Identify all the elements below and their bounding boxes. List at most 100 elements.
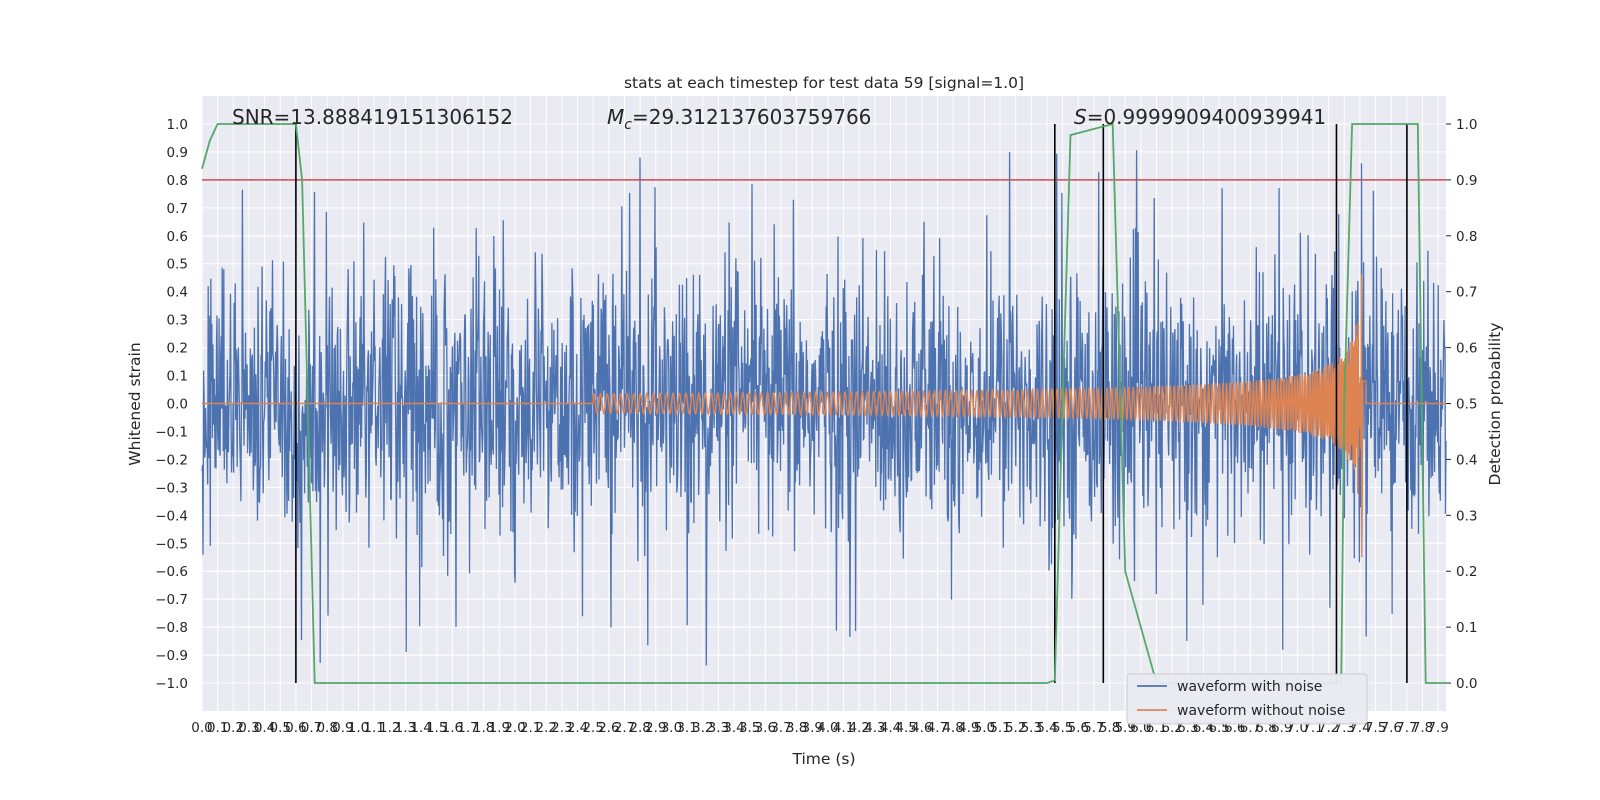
y-tick-label: −0.3 [155, 480, 188, 496]
y-tick-label: −0.5 [155, 536, 188, 552]
y-tick-labels: −1.0 −0.9 −0.8 −0.7 −0.6 −0.5 −0.4 −0.3 −0.2 −0.1… [155, 117, 188, 692]
x-tick-label: 0.5 [269, 720, 290, 736]
score-annotation: S=0.9999909400939941 [1074, 105, 1326, 129]
chart-title: stats at each timestep for test data 59 … [624, 74, 1024, 92]
y2-tick-label: 0.6 [1456, 341, 1477, 357]
y-tick-label: −0.4 [155, 508, 188, 524]
snr-annotation: SNR=13.888419151306152 [232, 105, 513, 129]
x-tick-label: 4.8 [942, 720, 963, 736]
x-tick-label: 0.9 [332, 720, 353, 736]
y-tick-label: −0.6 [155, 564, 188, 580]
x-tick-label: 7.9 [1427, 720, 1448, 736]
x-tick-label: 4.5 [895, 720, 916, 736]
y-tick-label: 0.7 [167, 201, 188, 217]
x-tick-label: 0.8 [316, 720, 337, 736]
y-tick-label: 0.4 [167, 285, 188, 301]
y-tick-label: 0.5 [167, 257, 188, 273]
legend-label-with-noise: waveform with noise [1177, 679, 1322, 695]
y-tick-label: 0.1 [167, 369, 188, 385]
y2-tick-label: 0.1 [1456, 620, 1477, 636]
x-tick-label: 1.0 [348, 720, 369, 736]
series-detection-probability [201, 122, 1446, 684]
y-tick-label: 1.0 [167, 117, 188, 133]
x-tick-label: 2.5 [582, 720, 603, 736]
x-tick-label: 2.1 [520, 720, 541, 736]
x-tick-label: 4.2 [848, 720, 869, 736]
x-tick-label: 1.6 [442, 720, 463, 736]
x-tick-label: 5.2 [1005, 720, 1026, 736]
x-tick-label: 5.0 [974, 720, 995, 736]
x-tick-label: 1.2 [379, 720, 400, 736]
y-axis-label: Whitened strain [126, 342, 144, 465]
x-tick-label: 2.6 [598, 720, 619, 736]
y-tick-label: 0.9 [167, 145, 188, 161]
y-tick-label: −1.0 [155, 676, 188, 692]
x-tick-label: 5.7 [1083, 720, 1104, 736]
x-tick-label: 0.2 [223, 720, 244, 736]
x-tick-label: 2.7 [614, 720, 635, 736]
x-tick-label: 3.8 [786, 720, 807, 736]
y-tick-label: −0.2 [155, 452, 188, 468]
x-tick-label: 3.4 [723, 720, 744, 736]
y2-tick-label: 0.0 [1456, 676, 1477, 692]
y2-tick-labels: 0.0 0.1 0.2 0.3 0.4 0.5 0.6 0.7 0.8 0.9 1.0 [1446, 117, 1477, 692]
x-tick-label: 2.8 [629, 720, 650, 736]
x-tick-label: 0.1 [207, 720, 228, 736]
y2-tick-label: 0.9 [1456, 173, 1477, 189]
x-tick-label: 1.1 [363, 720, 384, 736]
x-axis-label: Time (s) [791, 750, 855, 768]
x-tick-label: 1.7 [457, 720, 478, 736]
x-tick-label: 4.9 [958, 720, 979, 736]
y-tick-label: 0.6 [167, 229, 188, 245]
x-tick-label: 2.0 [504, 720, 525, 736]
x-tick-label: 2.3 [551, 720, 572, 736]
x-tick-label: 1.4 [410, 720, 431, 736]
x-tick-label: 5.6 [1068, 720, 1089, 736]
x-tick-label: 7.5 [1365, 720, 1386, 736]
x-tick-label: 3.9 [802, 720, 823, 736]
x-tick-label: 4.4 [880, 720, 901, 736]
chirp-trace [202, 273, 1446, 558]
y2-tick-label: 1.0 [1456, 117, 1477, 133]
event-lines [295, 123, 1408, 684]
chirp-mass-symbol: M [607, 105, 624, 129]
x-tick-label: 1.8 [473, 720, 494, 736]
x-tick-label: 3.1 [676, 720, 697, 736]
y-tick-label: −0.1 [155, 424, 188, 440]
legend-box [1126, 673, 1368, 725]
y2-tick-label: 0.7 [1456, 285, 1477, 301]
probability-trace [201, 122, 1446, 684]
x-tick-label: 3.6 [755, 720, 776, 736]
x-tick-label: 1.9 [489, 720, 510, 736]
y2-tick-label: 0.3 [1456, 508, 1477, 524]
y-tick-label: −0.7 [155, 592, 188, 608]
chirp-mass-subscript: c [624, 117, 632, 133]
chirp-mass-value: =29.312137603759766 [632, 105, 871, 129]
x-tick-label: 1.3 [395, 720, 416, 736]
x-tick-label: 3.5 [739, 720, 760, 736]
x-tick-label: 4.3 [864, 720, 885, 736]
y2-tick-label: 0.2 [1456, 564, 1477, 580]
x-tick-label: 4.1 [833, 720, 854, 736]
x-tick-label: 0.7 [301, 720, 322, 736]
x-tick-label: 0.0 [191, 720, 212, 736]
x-tick-label: 4.7 [927, 720, 948, 736]
y-tick-label: 0.8 [167, 173, 188, 189]
score-symbol: S [1074, 105, 1087, 129]
x-tick-label: 3.2 [692, 720, 713, 736]
x-tick-label: 7.8 [1412, 720, 1433, 736]
x-tick-label: 5.3 [1021, 720, 1042, 736]
x-tick-label: 5.5 [1052, 720, 1073, 736]
x-tick-label: 0.4 [254, 720, 275, 736]
y2-axis-label: Detection probability [1486, 323, 1504, 486]
y2-tick-label: 0.5 [1456, 397, 1477, 413]
y-tick-label: 0.0 [167, 397, 188, 413]
x-tick-label: 1.5 [426, 720, 447, 736]
legend: waveform with noise waveform without noi… [1126, 673, 1368, 725]
y2-tick-label: 0.4 [1456, 452, 1477, 468]
x-tick-label: 7.7 [1396, 720, 1417, 736]
y2-tick-label: 0.8 [1456, 229, 1477, 245]
y-tick-label: 0.2 [167, 341, 188, 357]
legend-label-without-noise: waveform without noise [1177, 703, 1345, 719]
x-tick-label: 2.2 [536, 720, 557, 736]
